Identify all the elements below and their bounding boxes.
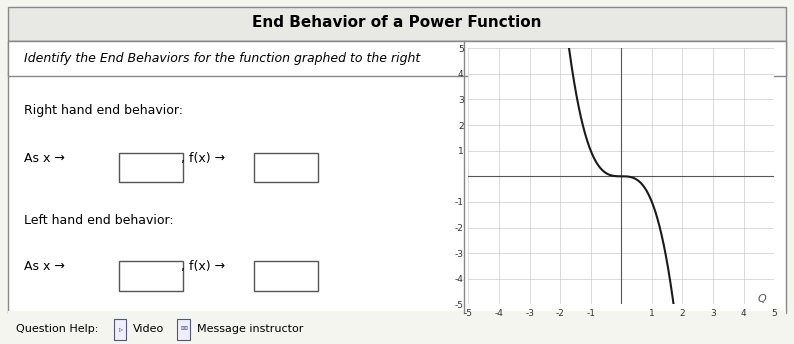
FancyBboxPatch shape xyxy=(8,41,786,76)
Text: Identify the End Behaviors for the function graphed to the right: Identify the End Behaviors for the funct… xyxy=(24,52,420,65)
FancyBboxPatch shape xyxy=(254,153,318,182)
FancyBboxPatch shape xyxy=(8,7,786,41)
Text: ✉: ✉ xyxy=(181,324,187,333)
Text: Question Help:: Question Help: xyxy=(16,323,98,334)
Text: Left hand end behavior:: Left hand end behavior: xyxy=(24,214,173,227)
FancyBboxPatch shape xyxy=(177,319,190,340)
Text: Video: Video xyxy=(133,323,164,334)
Text: Message instructor: Message instructor xyxy=(197,323,303,334)
FancyBboxPatch shape xyxy=(119,261,183,291)
Text: Right hand end behavior:: Right hand end behavior: xyxy=(24,104,183,117)
Text: ▹: ▹ xyxy=(118,324,123,333)
Text: , f(x) →: , f(x) → xyxy=(181,152,225,165)
Text: , f(x) →: , f(x) → xyxy=(181,260,225,273)
FancyBboxPatch shape xyxy=(119,153,183,182)
Text: End Behavior of a Power Function: End Behavior of a Power Function xyxy=(252,15,542,30)
FancyBboxPatch shape xyxy=(254,261,318,291)
FancyBboxPatch shape xyxy=(114,319,126,340)
Text: As x →: As x → xyxy=(24,260,64,273)
Text: Q: Q xyxy=(757,294,766,304)
Text: As x →: As x → xyxy=(24,152,64,165)
FancyBboxPatch shape xyxy=(8,41,786,313)
FancyBboxPatch shape xyxy=(8,311,786,344)
